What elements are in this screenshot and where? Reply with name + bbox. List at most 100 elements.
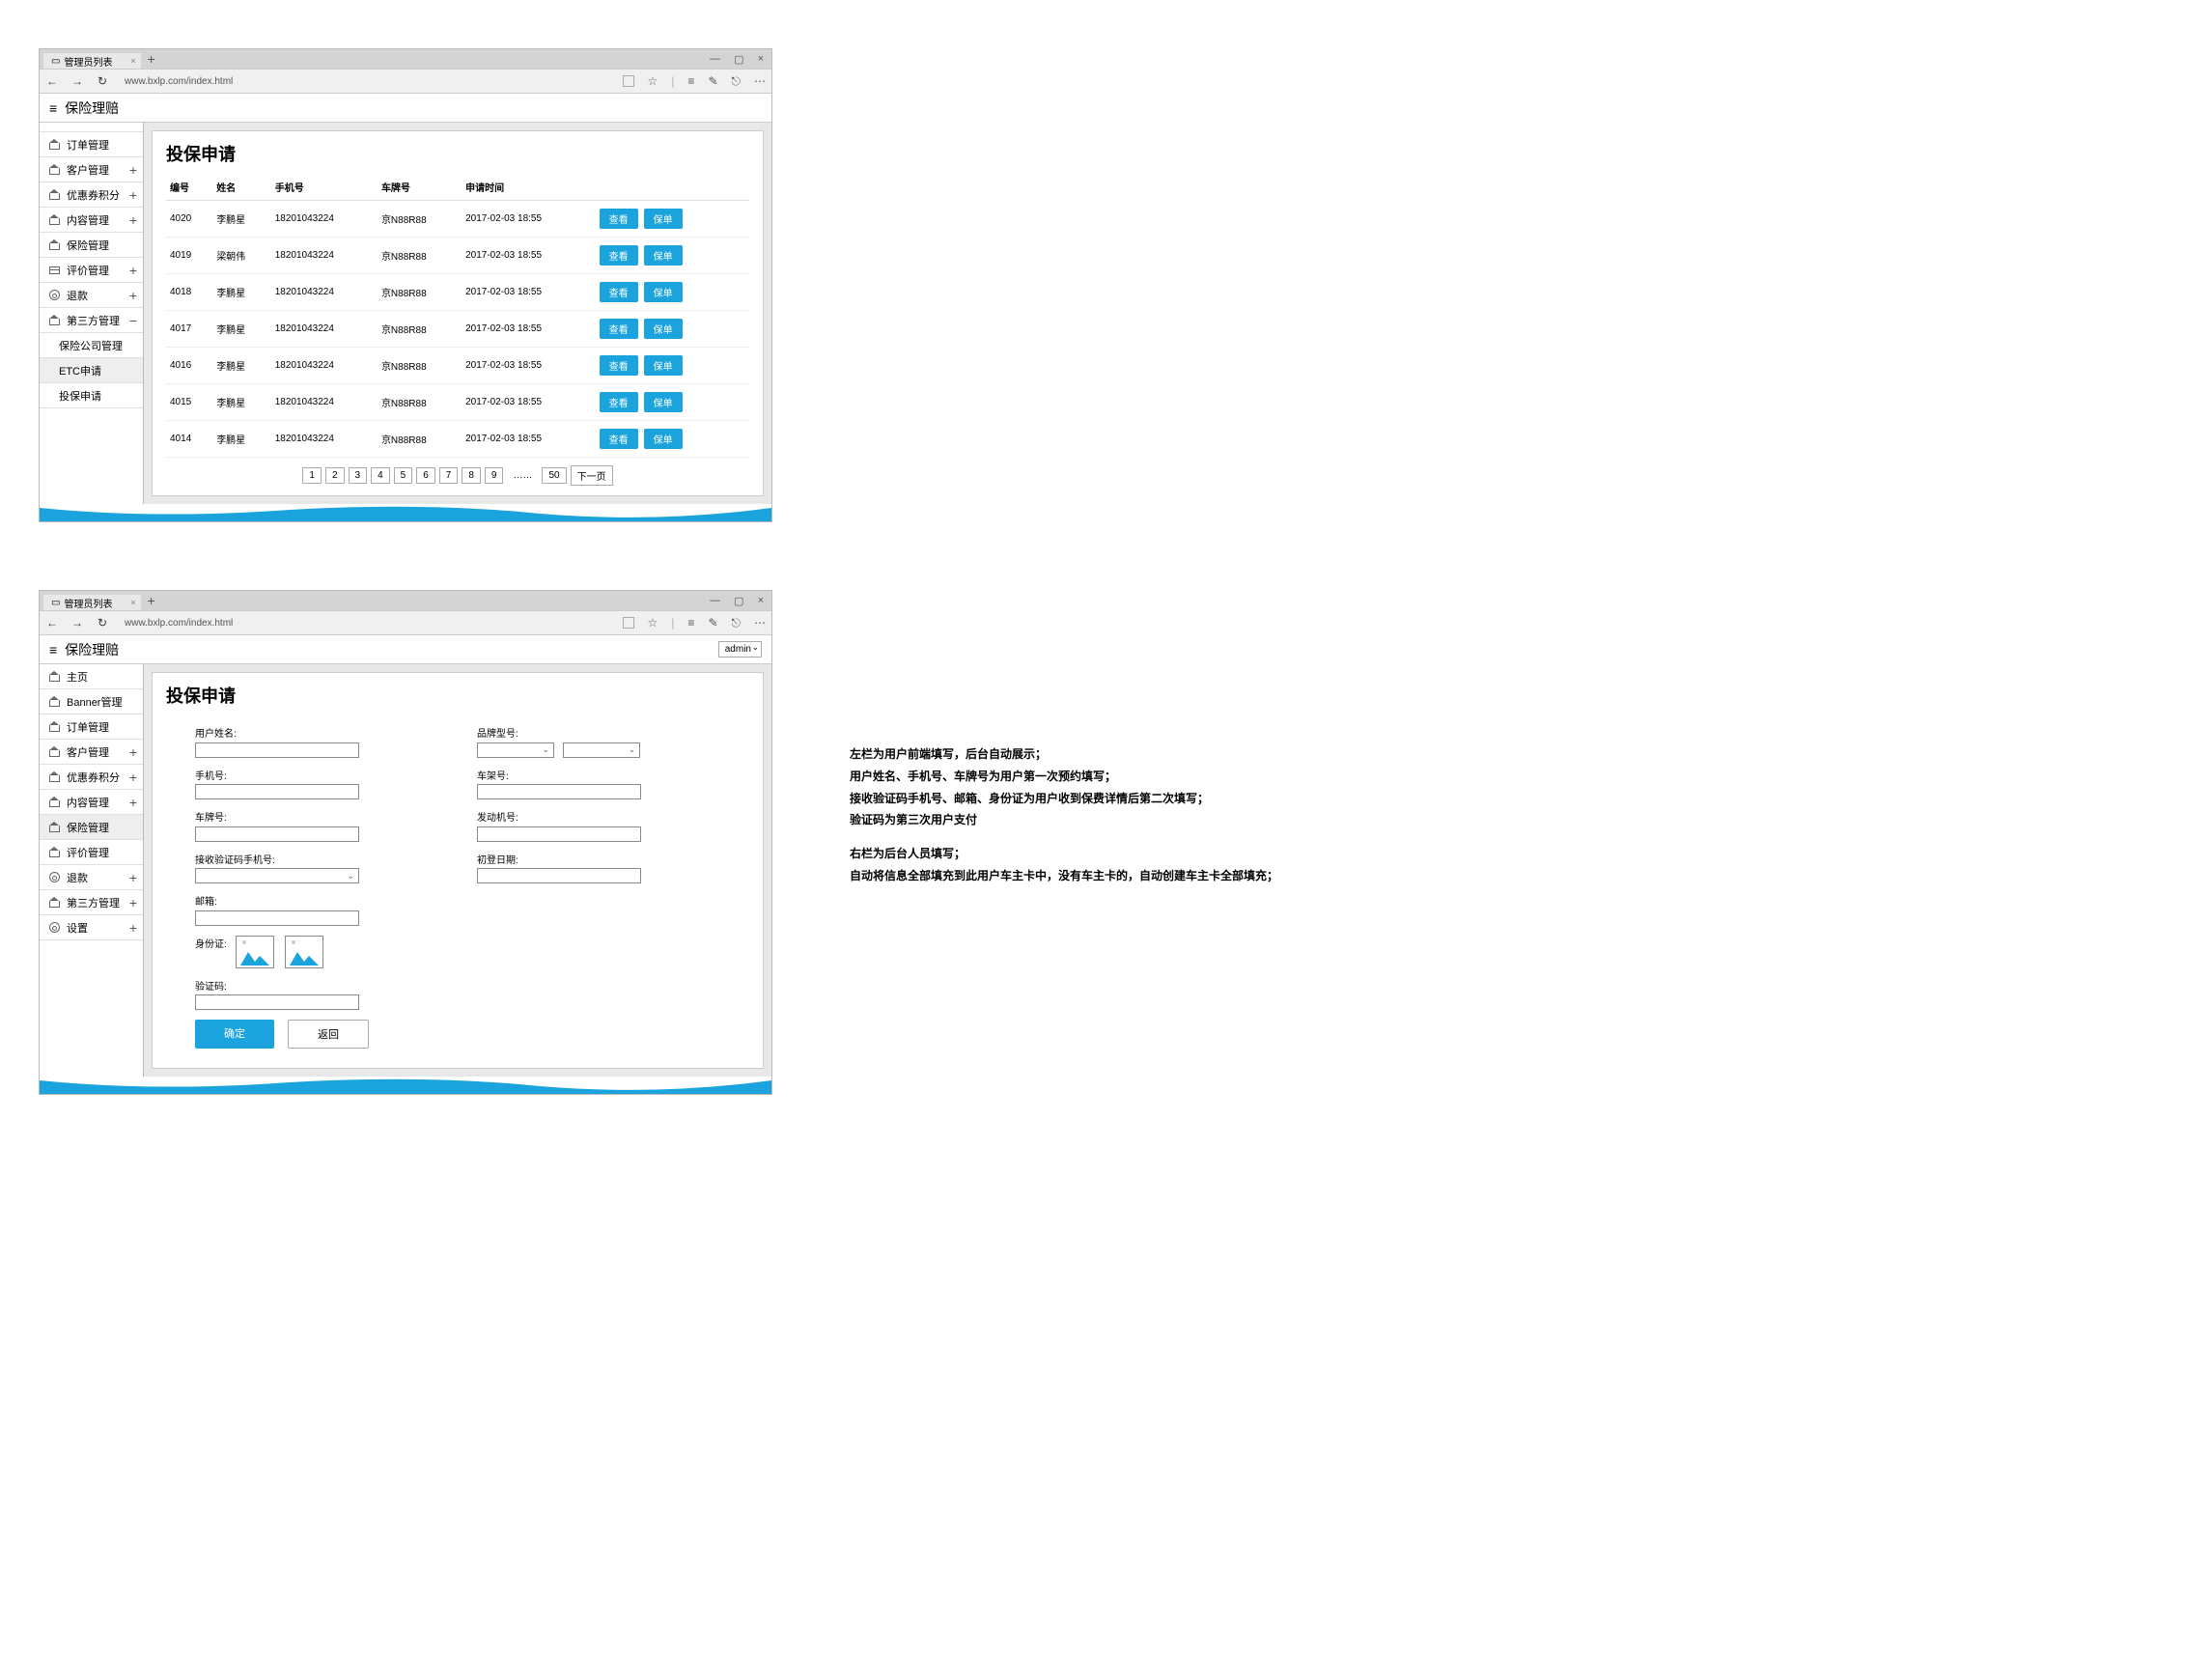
page-number[interactable]: 4 — [371, 467, 390, 484]
page-number[interactable]: 50 — [542, 467, 566, 484]
back-icon[interactable]: ← — [45, 74, 59, 88]
expand-icon[interactable]: + — [129, 188, 137, 202]
minimize-icon[interactable]: — — [710, 53, 720, 66]
select-verify-phone[interactable]: ⌄ — [195, 868, 359, 883]
maximize-icon[interactable]: ▢ — [734, 53, 743, 66]
submit-button[interactable]: 确定 — [195, 1020, 274, 1049]
reader-icon[interactable] — [623, 75, 634, 87]
share-icon[interactable]: ⎋ — [732, 616, 742, 630]
url-text[interactable]: www.bxlp.com/index.html — [125, 618, 233, 629]
sidebar-item[interactable]: 保险管理 — [40, 815, 143, 840]
sidebar-item[interactable]: 订单管理 — [40, 132, 143, 157]
note-icon[interactable]: ✎ — [708, 74, 717, 88]
new-tab-button[interactable]: + — [147, 51, 154, 67]
sidebar-subitem[interactable]: 保险公司管理 — [40, 333, 143, 358]
policy-button[interactable]: 保单 — [644, 319, 683, 339]
close-icon[interactable]: × — [130, 56, 135, 66]
sidebar-item[interactable]: 优惠券积分+ — [40, 765, 143, 790]
share-icon[interactable]: ⎋ — [732, 74, 742, 89]
expand-icon[interactable]: + — [129, 770, 137, 784]
page-number[interactable]: 3 — [349, 467, 368, 484]
url-text[interactable]: www.bxlp.com/index.html — [125, 76, 233, 87]
sidebar-item-truncated[interactable] — [40, 123, 143, 132]
expand-icon[interactable]: + — [129, 871, 137, 884]
sidebar-item[interactable]: 保险管理 — [40, 233, 143, 258]
page-number[interactable]: 7 — [439, 467, 459, 484]
new-tab-button[interactable]: + — [147, 593, 154, 608]
expand-icon[interactable]: − — [129, 314, 137, 327]
reader-icon[interactable] — [623, 617, 634, 629]
view-button[interactable]: 查看 — [600, 209, 638, 229]
expand-icon[interactable]: + — [129, 921, 137, 935]
sidebar-subitem[interactable]: 投保申请 — [40, 383, 143, 408]
sidebar-item[interactable]: 内容管理+ — [40, 208, 143, 233]
next-page-button[interactable]: 下一页 — [571, 465, 613, 486]
sidebar-item[interactable]: 评价管理+ — [40, 258, 143, 283]
expand-icon[interactable]: + — [129, 896, 137, 910]
browser-tab[interactable]: ▭ 管理员列表 × — [43, 595, 141, 610]
sidebar-subitem[interactable]: ETC申请 — [40, 358, 143, 383]
policy-button[interactable]: 保单 — [644, 209, 683, 229]
select-brand[interactable]: ⌄ — [477, 742, 554, 758]
hamburger-icon[interactable]: ≡ — [49, 100, 57, 116]
sidebar-item[interactable]: Banner管理 — [40, 689, 143, 714]
page-number[interactable]: 9 — [485, 467, 504, 484]
view-button[interactable]: 查看 — [600, 319, 638, 339]
close-window-icon[interactable]: × — [758, 595, 764, 607]
sidebar-item[interactable]: 客户管理+ — [40, 740, 143, 765]
forward-icon[interactable]: → — [70, 616, 84, 630]
close-icon[interactable]: × — [130, 598, 135, 607]
expand-icon[interactable]: + — [129, 796, 137, 809]
sidebar-item[interactable]: 设置+ — [40, 915, 143, 940]
policy-button[interactable]: 保单 — [644, 355, 683, 376]
idcard-image-back[interactable] — [285, 936, 323, 968]
policy-button[interactable]: 保单 — [644, 282, 683, 302]
hamburger-icon[interactable]: ≡ — [49, 642, 57, 658]
idcard-image-front[interactable] — [236, 936, 274, 968]
expand-icon[interactable]: + — [129, 745, 137, 759]
more-icon[interactable]: ⋯ — [754, 74, 766, 88]
note-icon[interactable]: ✎ — [708, 616, 717, 630]
page-number[interactable]: 6 — [416, 467, 435, 484]
menu-icon[interactable]: ≡ — [687, 74, 694, 88]
expand-icon[interactable]: + — [129, 264, 137, 277]
favorite-icon[interactable]: ☆ — [648, 616, 658, 630]
view-button[interactable]: 查看 — [600, 355, 638, 376]
policy-button[interactable]: 保单 — [644, 392, 683, 412]
input-firstreg[interactable] — [477, 868, 641, 883]
sidebar-item[interactable]: 客户管理+ — [40, 157, 143, 182]
browser-tab[interactable]: ▭ 管理员列表 × — [43, 53, 141, 69]
expand-icon[interactable]: + — [129, 289, 137, 302]
back-button[interactable]: 返回 — [288, 1020, 369, 1049]
view-button[interactable]: 查看 — [600, 245, 638, 266]
sidebar-item[interactable]: 第三方管理− — [40, 308, 143, 333]
sidebar-item[interactable]: 优惠券积分+ — [40, 182, 143, 208]
menu-icon[interactable]: ≡ — [687, 616, 694, 630]
maximize-icon[interactable]: ▢ — [734, 595, 743, 607]
forward-icon[interactable]: → — [70, 74, 84, 88]
favorite-icon[interactable]: ☆ — [648, 74, 658, 88]
expand-icon[interactable]: + — [129, 213, 137, 227]
expand-icon[interactable]: + — [129, 163, 137, 177]
close-window-icon[interactable]: × — [758, 53, 764, 66]
back-icon[interactable]: ← — [45, 616, 59, 630]
input-plate[interactable] — [195, 826, 359, 842]
sidebar-item[interactable]: 评价管理 — [40, 840, 143, 865]
sidebar-item[interactable]: 主页 — [40, 664, 143, 689]
input-vin[interactable] — [477, 784, 641, 799]
page-number[interactable]: 2 — [325, 467, 345, 484]
sidebar-item[interactable]: 订单管理 — [40, 714, 143, 740]
refresh-icon[interactable]: ↻ — [96, 74, 109, 88]
sidebar-item[interactable]: 内容管理+ — [40, 790, 143, 815]
page-number[interactable]: 1 — [302, 467, 322, 484]
input-phone[interactable] — [195, 784, 359, 799]
sidebar-item[interactable]: 第三方管理+ — [40, 890, 143, 915]
sidebar-item[interactable]: 退款+ — [40, 283, 143, 308]
refresh-icon[interactable]: ↻ — [96, 616, 109, 630]
minimize-icon[interactable]: — — [710, 595, 720, 607]
more-icon[interactable]: ⋯ — [754, 616, 766, 630]
view-button[interactable]: 查看 — [600, 282, 638, 302]
input-username[interactable] — [195, 742, 359, 758]
policy-button[interactable]: 保单 — [644, 429, 683, 449]
page-number[interactable]: 5 — [394, 467, 413, 484]
